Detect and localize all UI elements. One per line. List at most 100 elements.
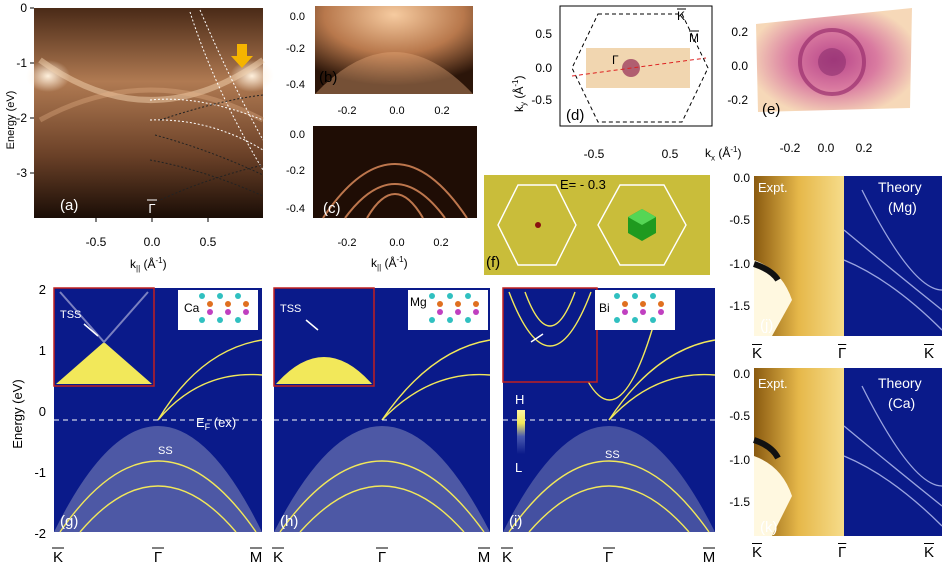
k-point-label: K xyxy=(677,9,685,23)
highlight-arrow-icon xyxy=(231,44,253,68)
panel-i: Bi H L SS K Γ M (i) xyxy=(501,287,716,566)
x-tick: 0.0 xyxy=(818,141,835,155)
x-tick: -0.5 xyxy=(86,235,107,249)
x-axis-label: k|| (Å-1) xyxy=(130,256,167,273)
fermi-surface-hexagon xyxy=(597,184,687,266)
panel-label: (k) xyxy=(760,519,778,536)
material-label: (Ca) xyxy=(888,395,915,411)
y-tick: -3 xyxy=(16,166,27,180)
x-tick: -0.2 xyxy=(780,141,801,155)
calculated-band-5 xyxy=(154,134,264,176)
expt-label: Expt. xyxy=(758,180,788,195)
x-tick: 0.0 xyxy=(389,237,404,249)
tss-label: TSS xyxy=(280,303,301,315)
panel-g: TSS Ca SS EF (ex) 2 1 0 -1 -2 Energy (eV… xyxy=(10,282,263,566)
panel-label: (e) xyxy=(762,101,780,118)
x-tick: 0.2 xyxy=(434,105,449,117)
y-tick: -0.2 xyxy=(286,43,305,55)
x-axis-label: k|| (Å-1) xyxy=(371,255,408,272)
y-tick: 0.5 xyxy=(535,27,552,41)
m-point-label: M xyxy=(703,549,716,566)
x-tick: 0.0 xyxy=(144,235,161,249)
panel-k: Expt. Theory (Ca) 0.0 -0.5 -1.0 -1.5 (k) xyxy=(729,367,943,536)
y-tick: -1 xyxy=(34,465,46,480)
y-axis-label: ky (Å-1) xyxy=(511,76,528,112)
y-tick: 0.0 xyxy=(733,367,750,381)
calculated-band-3 xyxy=(149,98,264,121)
y-tick: -2 xyxy=(34,526,46,541)
tss-label: TSS xyxy=(60,309,81,321)
panel-label: (d) xyxy=(566,107,584,124)
calculated-band-1 xyxy=(199,9,264,141)
panel-d: K M Γ 0.5 0.0 -0.5 -0.5 0.5 ky (Å-1) (d) xyxy=(511,5,713,161)
y-tick: -0.5 xyxy=(729,409,750,423)
y-tick: -0.4 xyxy=(286,203,305,215)
k-point-label: K xyxy=(924,544,935,561)
gamma-point-label: Γ xyxy=(605,549,613,566)
calculated-band-6 xyxy=(149,159,264,197)
panel-label: (b) xyxy=(319,69,337,86)
panel-a: 0 -1 -2 -3 -0.5 0.0 0.5 Energy (eV) k|| … xyxy=(5,1,274,273)
material-label: (Mg) xyxy=(888,199,917,215)
panel-j: Expt. Theory (Mg) 0.0 -0.5 -1.0 -1.5 (j) xyxy=(729,171,943,336)
gamma-point-label: Γ xyxy=(378,549,386,566)
panel-b: 0.0 -0.2 -0.4 -0.2 0.0 0.2 (b) xyxy=(286,6,473,117)
y-tick: -0.5 xyxy=(729,213,750,227)
panel-d-kx-label: kx (Å-1) xyxy=(705,145,742,163)
gamma-point-label: Γ xyxy=(838,544,847,561)
panel-label: (a) xyxy=(60,197,78,214)
panel-k-kpath: K Γ K xyxy=(748,544,944,566)
panel-label: (h) xyxy=(280,513,298,530)
y-tick: -1 xyxy=(16,56,27,70)
y-tick: -1.5 xyxy=(729,299,750,313)
panel-h: TSS Mg K Γ M (h) xyxy=(272,287,491,566)
k-point-label: K xyxy=(752,544,763,561)
x-tick: -0.5 xyxy=(584,147,605,161)
panel-label: (i) xyxy=(509,513,522,530)
y-tick: 1 xyxy=(39,343,46,358)
y-tick: -0.4 xyxy=(286,79,305,91)
y-tick: -1.0 xyxy=(729,453,750,467)
k-point-label: K xyxy=(502,549,512,566)
theory-label: Theory xyxy=(878,375,922,391)
calculated-band-2 xyxy=(189,11,264,171)
fermi-surface-hexagon xyxy=(497,184,577,266)
panel-label: (j) xyxy=(760,317,773,334)
expt-label: Expt. xyxy=(758,376,788,391)
y-tick: 0 xyxy=(39,404,46,419)
y-tick: 0.2 xyxy=(731,25,748,39)
x-tick: -0.2 xyxy=(338,105,357,117)
calculated-band-7 xyxy=(159,94,264,121)
panel-f: E= - 0.3 (f) xyxy=(484,175,710,275)
m-point-label: M xyxy=(250,549,263,566)
y-tick: -0.5 xyxy=(531,93,552,107)
y-tick: -1.0 xyxy=(729,257,750,271)
y-tick: -0.2 xyxy=(727,93,748,107)
x-tick: -0.2 xyxy=(338,237,357,249)
panel-j-kpath: K Γ K xyxy=(748,345,944,367)
m-point-label: M xyxy=(689,31,699,45)
x-tick: 0.2 xyxy=(433,237,448,249)
calculated-band-4 xyxy=(149,119,264,151)
y-tick: -2 xyxy=(16,111,27,125)
element-label: Ca xyxy=(184,301,200,315)
k-point-label: K xyxy=(273,549,283,566)
panel-c: 0.0 -0.2 -0.4 -0.2 0.0 0.2 k|| (Å-1) (c) xyxy=(286,126,477,272)
arpes-plot-area xyxy=(34,8,263,218)
fermi-level-label: EF (ex) xyxy=(196,415,236,432)
element-label: Mg xyxy=(410,295,427,309)
y-tick: -0.2 xyxy=(286,165,305,177)
y-tick: 0.0 xyxy=(290,11,305,23)
y-tick: 0.0 xyxy=(731,59,748,73)
y-tick: 2 xyxy=(39,282,46,297)
colorbar-low-label: L xyxy=(515,460,522,475)
panel-e: 0.2 0.0 -0.2 -0.2 0.0 0.2 (e) xyxy=(727,8,912,155)
x-tick: 0.0 xyxy=(389,105,404,117)
panel-label: (g) xyxy=(60,513,78,530)
m-point-label: M xyxy=(478,549,491,566)
gamma-point-label: Γ xyxy=(612,53,619,67)
y-axis-label: Energy (eV) xyxy=(10,379,25,448)
colorbar-high-label: H xyxy=(515,392,524,407)
k-point-label: K xyxy=(924,345,935,362)
energy-label: E= - 0.3 xyxy=(560,177,606,192)
